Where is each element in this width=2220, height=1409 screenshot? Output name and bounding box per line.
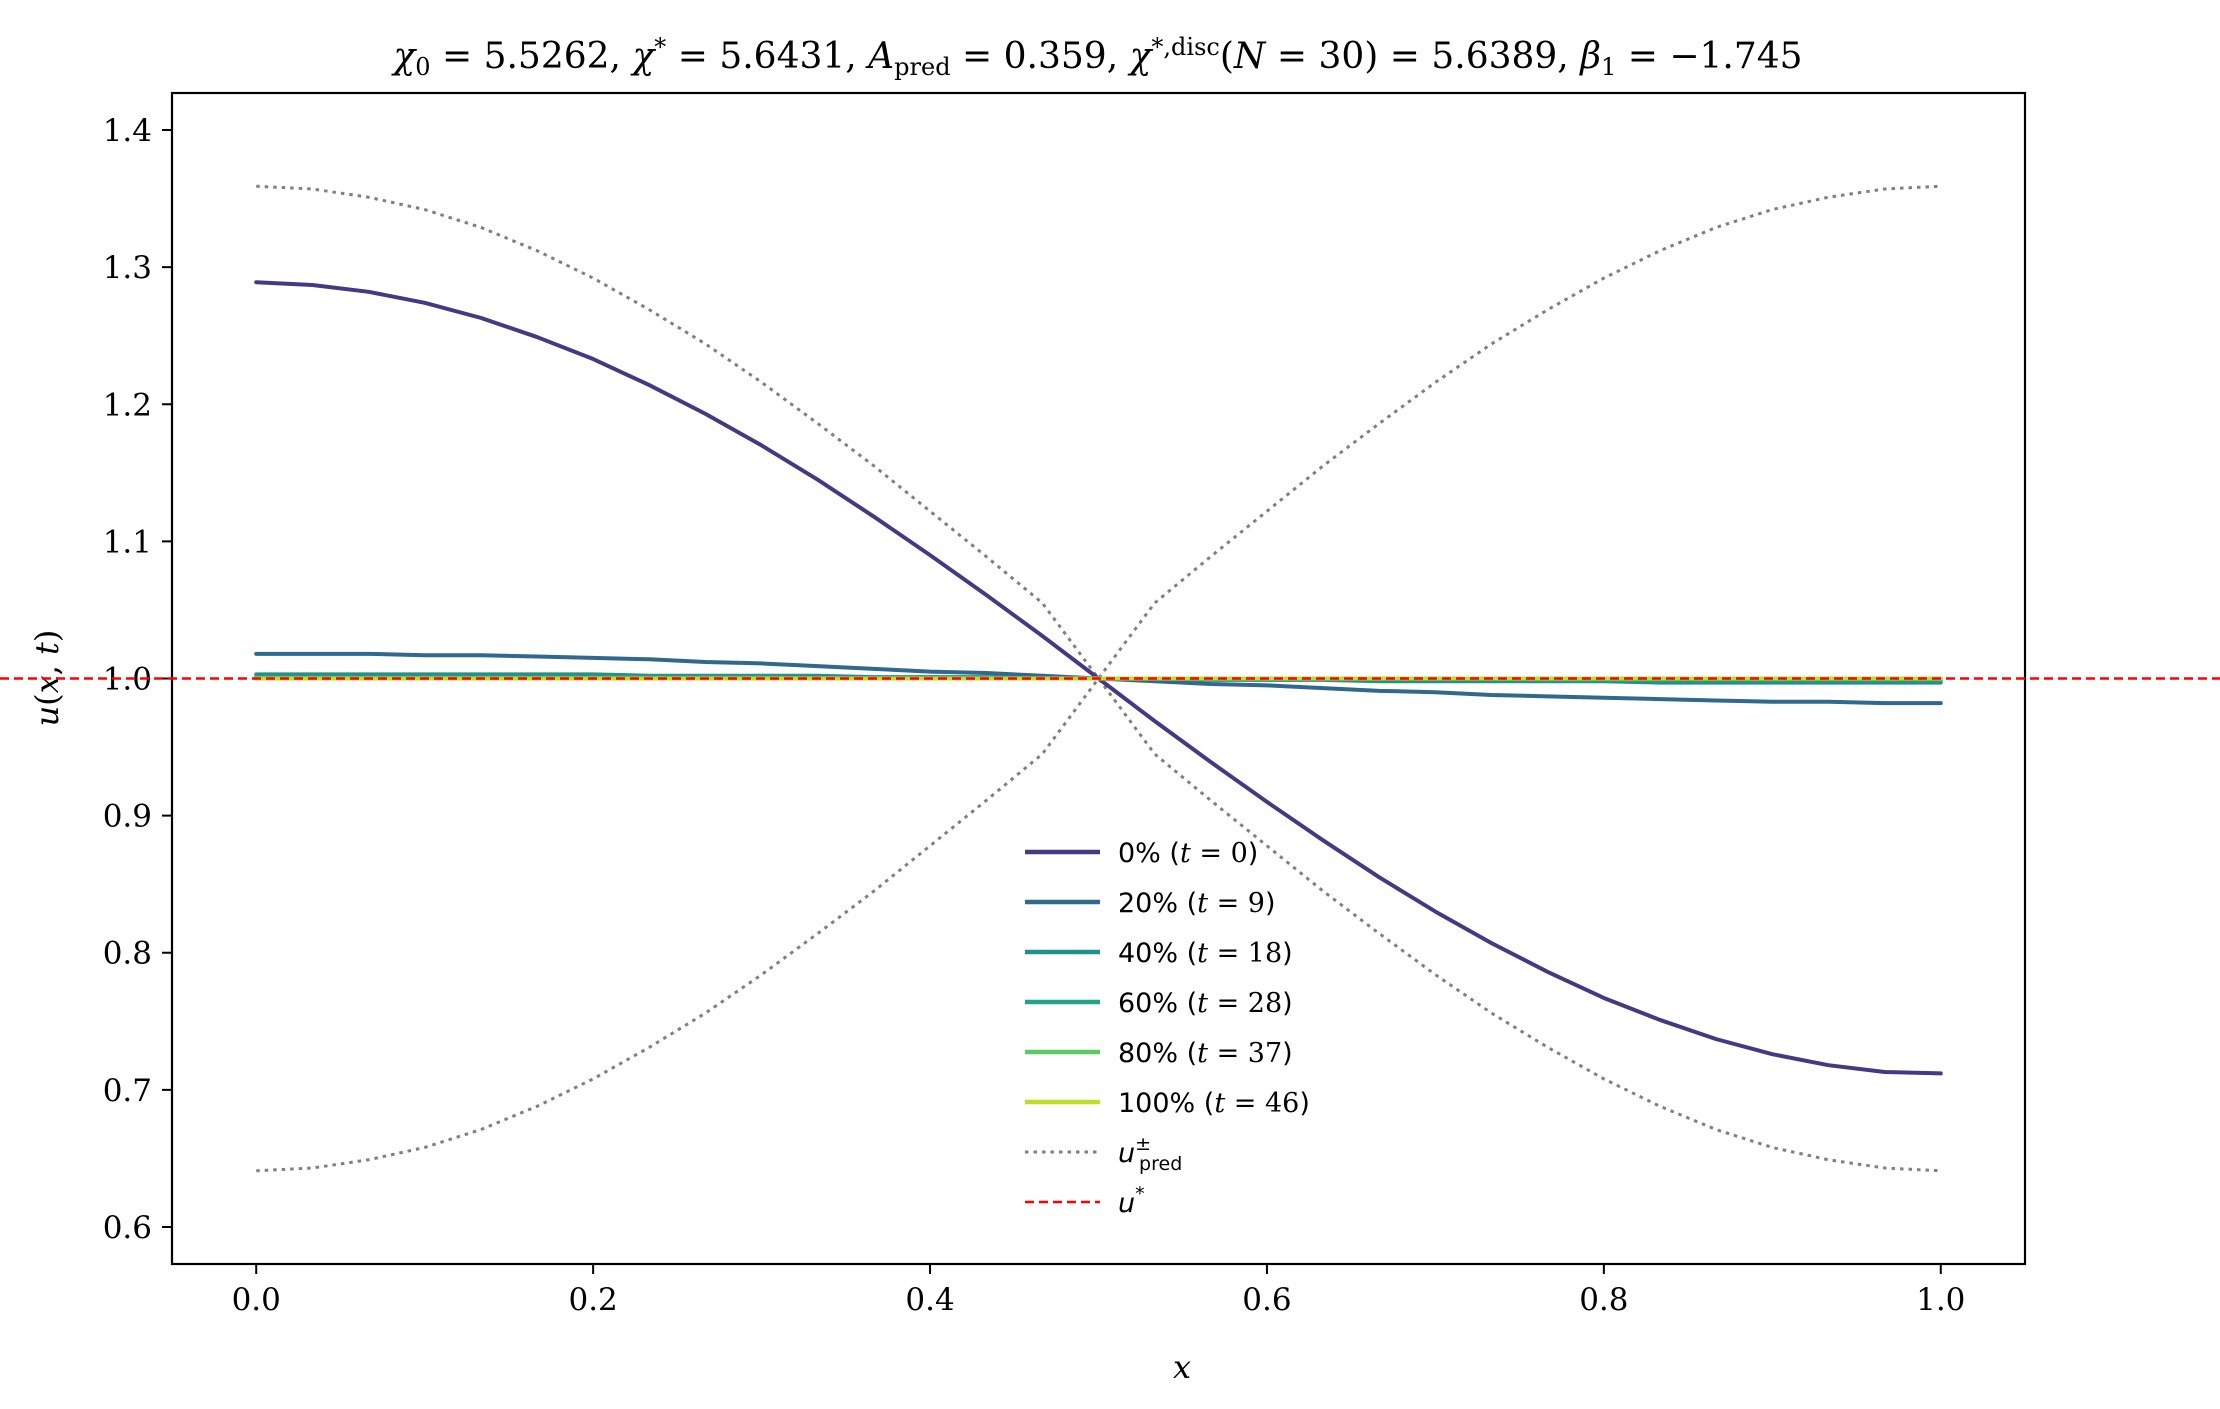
- x-tick-label: 1.0: [1916, 1282, 1965, 1318]
- legend-label: u± pred: [1118, 1133, 1182, 1175]
- series-line-7: [256, 184, 1941, 1173]
- legend-label: 0% (t = 0): [1118, 838, 1258, 869]
- x-tick-label: 0.4: [905, 1282, 954, 1318]
- legend-label: u*: [1118, 1183, 1145, 1219]
- legend-label: 100% (t = 46): [1118, 1088, 1310, 1119]
- y-tick-label: 0.7: [103, 1073, 152, 1109]
- y-tick-label: 1.2: [103, 387, 152, 423]
- chart-title: χ0 = 5.5262, χ* = 5.6431, Apred = 0.359,…: [390, 33, 1802, 81]
- y-tick-label: 1.1: [103, 524, 152, 560]
- x-tick-label: 0.0: [232, 1282, 281, 1318]
- legend-label: 60% (t = 28): [1118, 988, 1293, 1019]
- y-axis: 0.60.70.80.91.01.11.21.31.4: [103, 113, 172, 1246]
- x-tick-label: 0.2: [568, 1282, 617, 1318]
- x-tick-label: 0.6: [1242, 1282, 1291, 1318]
- y-tick-label: 1.4: [103, 113, 152, 149]
- legend-label: 20% (t = 9): [1118, 888, 1276, 919]
- y-tick-label: 0.8: [103, 936, 152, 972]
- series-line-6: [256, 184, 1941, 1173]
- x-axis-label: x: [1173, 1348, 1191, 1386]
- y-tick-label: 1.3: [103, 250, 152, 286]
- legend-label: 80% (t = 37): [1118, 1038, 1293, 1069]
- x-tick-label: 0.8: [1579, 1282, 1628, 1318]
- legend-label: 40% (t = 18): [1118, 938, 1293, 969]
- x-axis: 0.0 0.2 0.4 0.6 0.8 1.0: [232, 1264, 1965, 1318]
- y-tick-label: 0.9: [103, 799, 152, 835]
- legend: 0% (t = 0) 20% (t = 9) 40% (t = 18) 60% (t …: [1025, 838, 1310, 1219]
- y-axis-label: u(x, t): [28, 630, 66, 727]
- y-tick-label: 0.6: [103, 1210, 152, 1246]
